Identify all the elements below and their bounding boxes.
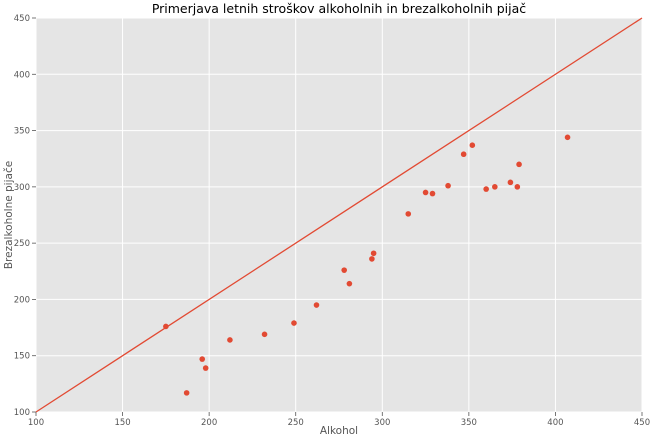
reference-line [35,17,643,413]
data-point [405,211,412,217]
axis-ticks: 100 150 200 250 300 350 400 450 100 150 200 250 300 3… [14,14,650,428]
x-tick-label: 100 [28,418,44,428]
y-tick-label: 250 [14,239,30,249]
x-tick-label: 450 [634,418,650,428]
x-tick-label: 200 [201,418,217,428]
reference-line-layer [35,17,643,413]
x-tick-label: 250 [288,418,304,428]
grid-lines [35,17,643,413]
data-point [492,184,498,190]
data-point [370,250,377,257]
data-point [429,190,436,197]
data-point [291,320,297,326]
data-point [313,302,320,308]
data-point [469,142,476,149]
x-tick-label: 300 [374,418,390,428]
x-tick-label: 400 [547,418,563,428]
data-point [460,151,467,158]
data-point [445,182,451,189]
y-tick-label: 200 [14,295,30,305]
y-tick-label: 100 [14,408,30,418]
data-point [483,186,489,192]
data-point [261,331,268,338]
data-point [199,356,206,362]
data-point [422,189,429,196]
data-point [346,280,353,287]
y-tick-label: 150 [14,352,30,362]
data-points [163,134,571,396]
y-axis-label: Brezalkoholne pijače [3,161,15,269]
data-point [507,179,514,186]
data-point [341,267,347,273]
y-tick-label: 350 [14,127,30,137]
y-tick-label: 400 [14,70,30,80]
x-axis-label: Alkohol [320,425,358,437]
data-point [227,337,233,343]
y-tick-label: 450 [14,14,30,24]
data-point [369,256,375,262]
x-tick-label: 350 [461,418,477,428]
x-tick-label: 150 [114,418,130,428]
data-point [163,323,169,330]
data-point [516,161,522,168]
data-point [564,134,571,141]
data-point [514,184,521,190]
data-point [202,365,209,371]
data-point [183,390,190,396]
chart-title: Primerjava letnih stroškov alkoholnih in… [152,1,526,16]
y-tick-label: 300 [14,183,30,193]
